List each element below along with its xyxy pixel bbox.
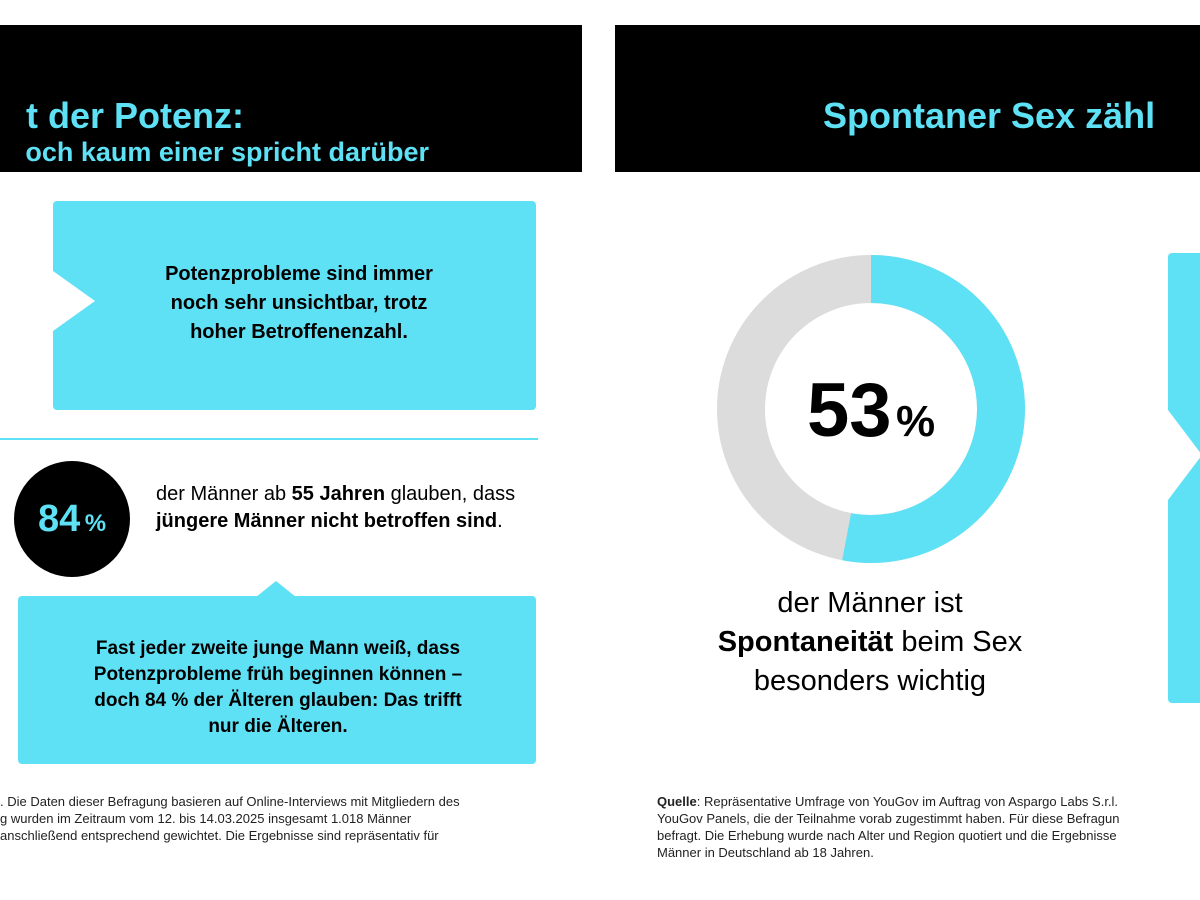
source-line: anschließend entsprechend gewichtet. Die… bbox=[0, 828, 439, 843]
source-text: : Repräsentative Umfrage von YouGov im A… bbox=[696, 794, 1119, 809]
callout-line: hoher Betroffenenzahl. bbox=[190, 321, 408, 343]
source-line: g wurden im Zeitraum vom 12. bis 14.03.2… bbox=[0, 811, 412, 826]
source-line: . Die Daten dieser Befragung basieren au… bbox=[0, 794, 460, 809]
right-source-note: Quelle: Repräsentative Umfrage von YouGo… bbox=[657, 793, 1200, 861]
donut-chart bbox=[717, 255, 1025, 563]
callout-text: Potenzprobleme sind immer noch sehr unsi… bbox=[93, 260, 505, 347]
left-title: t der Potenz: bbox=[25, 95, 244, 136]
stat-text-bold: 55 Jahren bbox=[291, 483, 386, 505]
right-box-notch bbox=[1168, 410, 1200, 500]
donut-unit: % bbox=[895, 397, 936, 446]
speech-line: doch 84 % der Älteren glauben: Das triff… bbox=[94, 690, 462, 711]
right-title: Spontaner Sex zähl bbox=[823, 95, 1156, 136]
stat-text-part: der Männer ab bbox=[156, 483, 292, 505]
caption-line: besonders wichtig bbox=[753, 665, 987, 697]
callout-notch bbox=[53, 271, 95, 331]
stat-text-part: . bbox=[497, 510, 503, 532]
source-line: YouGov Panels, die der Teilnahme vorab z… bbox=[657, 811, 1120, 826]
caption-bold: Spontaneität bbox=[717, 626, 894, 658]
speech-box bbox=[18, 596, 536, 764]
donut-number: 53 bbox=[806, 368, 892, 453]
callout-line: Potenzprobleme sind immer bbox=[165, 263, 433, 285]
stat-number: 84 bbox=[37, 498, 81, 540]
speech-text: Fast jeder zweite junge Mann weiß, dass … bbox=[50, 636, 506, 740]
source-line: Quelle: Repräsentative Umfrage von YouGo… bbox=[657, 793, 1200, 810]
stat-unit: % bbox=[84, 510, 107, 537]
callout-box bbox=[53, 201, 536, 410]
source-line: Männer in Deutschland ab 18 Jahren. bbox=[657, 845, 874, 860]
stat-value: 84 % bbox=[14, 461, 130, 577]
left-title-banner: t der Potenz: och kaum einer spricht dar… bbox=[0, 25, 582, 172]
callout-line: noch sehr unsichtbar, trotz bbox=[170, 292, 428, 314]
donut-label: 53 % bbox=[716, 367, 1026, 454]
donut-value-arc bbox=[842, 255, 1025, 563]
left-source-note: . Die Daten dieser Befragung basieren au… bbox=[0, 793, 555, 844]
speech-line: Potenzprobleme früh beginnen können – bbox=[93, 664, 463, 685]
stat-text-bold: jüngere Männer nicht betroffen sind bbox=[156, 510, 498, 532]
left-subtitle: och kaum einer spricht darüber bbox=[25, 137, 429, 167]
speech-line: Fast jeder zweite junge Mann weiß, dass bbox=[95, 638, 461, 659]
caption-part: beim Sex bbox=[893, 626, 1023, 658]
section-divider bbox=[0, 438, 538, 440]
speech-line: nur die Älteren. bbox=[208, 716, 348, 737]
source-line: befragt. Die Erhebung wurde nach Alter u… bbox=[657, 828, 1117, 843]
stat-circle bbox=[14, 461, 130, 577]
stat-text-part: glauben, dass bbox=[385, 483, 516, 505]
caption-line: der Männer ist bbox=[777, 587, 963, 619]
right-title-banner: Spontaner Sex zähl bbox=[615, 25, 1200, 172]
speech-pointer bbox=[256, 581, 296, 597]
stat-description: der Männer ab 55 Jahren glauben, dass jü… bbox=[156, 481, 516, 535]
caption-line: Spontaneität beim Sex bbox=[670, 623, 1070, 662]
donut-caption: der Männer ist Spontaneität beim Sex bes… bbox=[670, 584, 1070, 701]
source-label: Quelle bbox=[657, 794, 697, 809]
